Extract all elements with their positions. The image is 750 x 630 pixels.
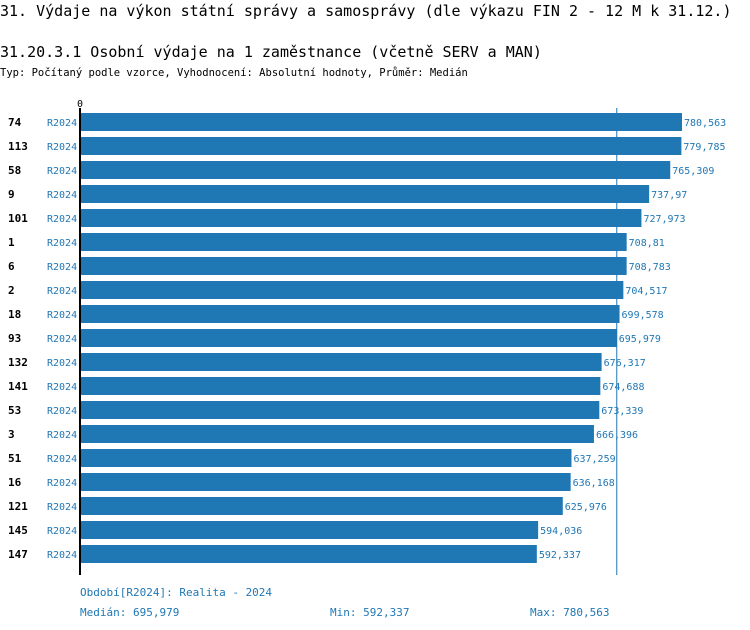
period-label: R2024 (47, 406, 77, 417)
period-label: R2024 (47, 286, 77, 297)
category-label: 113 (8, 140, 28, 153)
period-label: R2024 (47, 550, 77, 561)
bar (80, 329, 617, 347)
category-label: 132 (8, 356, 28, 369)
bar (80, 209, 642, 227)
page-title: 31. Výdaje na výkon státní správy a samo… (0, 2, 732, 20)
bar (80, 401, 600, 419)
category-label: 147 (8, 548, 28, 561)
category-label: 101 (8, 212, 28, 225)
bar (80, 425, 594, 443)
bar (80, 281, 624, 299)
value-label: 708,81 (629, 238, 665, 249)
footer-min: Min: 592,337 (330, 606, 410, 619)
footer-max: Max: 780,563 (530, 606, 610, 619)
category-label: 16 (8, 476, 22, 489)
value-label: 699,578 (622, 310, 664, 321)
category-label: 93 (8, 332, 21, 345)
period-label: R2024 (47, 502, 77, 513)
value-label: 637,259 (573, 454, 615, 465)
value-label: 695,979 (619, 334, 661, 345)
period-label: R2024 (47, 430, 77, 441)
period-label: R2024 (47, 166, 77, 177)
bar (80, 161, 671, 179)
value-label: 592,337 (539, 550, 581, 561)
period-label: R2024 (47, 310, 77, 321)
value-label: 674,688 (602, 382, 644, 393)
category-label: 6 (8, 260, 15, 273)
value-label: 704,517 (625, 286, 667, 297)
bar (80, 377, 601, 395)
value-label: 780,563 (684, 118, 726, 129)
period-label: R2024 (47, 382, 77, 393)
value-label: 673,339 (601, 406, 643, 417)
period-label: R2024 (47, 478, 77, 489)
axis-tick-label: 0 (77, 99, 83, 110)
period-label: R2024 (47, 190, 77, 201)
bar (80, 497, 563, 515)
category-label: 3 (8, 428, 15, 441)
value-label: 765,309 (672, 166, 714, 177)
value-label: 737,97 (651, 190, 687, 201)
category-label: 74 (8, 116, 22, 129)
value-label: 676,317 (604, 358, 646, 369)
category-label: 58 (8, 164, 21, 177)
bar (80, 185, 650, 203)
value-label: 666,396 (596, 430, 638, 441)
value-label: 779,785 (683, 142, 725, 153)
bar (80, 545, 537, 563)
bar (80, 473, 571, 491)
period-label: R2024 (47, 454, 77, 465)
bar (80, 257, 627, 275)
period-label: R2024 (47, 238, 77, 249)
footer-period: Období[R2024]: Realita - 2024 (80, 586, 273, 599)
period-label: R2024 (47, 262, 77, 273)
bar (80, 449, 572, 467)
value-label: 708,783 (629, 262, 671, 273)
value-label: 636,168 (573, 478, 615, 489)
period-label: R2024 (47, 214, 77, 225)
bar (80, 113, 682, 131)
chart-title: 31.20.3.1 Osobní výdaje na 1 zaměstnance… (0, 43, 542, 61)
bar (80, 353, 602, 371)
category-label: 121 (8, 500, 28, 513)
category-label: 141 (8, 380, 28, 393)
category-label: 51 (8, 452, 22, 465)
period-label: R2024 (47, 358, 77, 369)
period-label: R2024 (47, 526, 77, 537)
period-label: R2024 (47, 118, 77, 129)
value-label: 625,976 (565, 502, 607, 513)
bar (80, 521, 539, 539)
category-label: 2 (8, 284, 15, 297)
period-label: R2024 (47, 142, 77, 153)
category-label: 53 (8, 404, 21, 417)
value-label: 594,036 (540, 526, 582, 537)
category-label: 18 (8, 308, 21, 321)
footer-median: Medián: 695,979 (80, 606, 180, 619)
bar (80, 233, 627, 251)
category-label: 1 (8, 236, 15, 249)
category-label: 145 (8, 524, 28, 537)
bar (80, 305, 620, 323)
period-label: R2024 (47, 334, 77, 345)
category-label: 9 (8, 188, 15, 201)
value-label: 727,973 (643, 214, 685, 225)
chart-info: Typ: Počítaný podle vzorce, Vyhodnocení:… (0, 67, 468, 79)
bar (80, 137, 682, 155)
